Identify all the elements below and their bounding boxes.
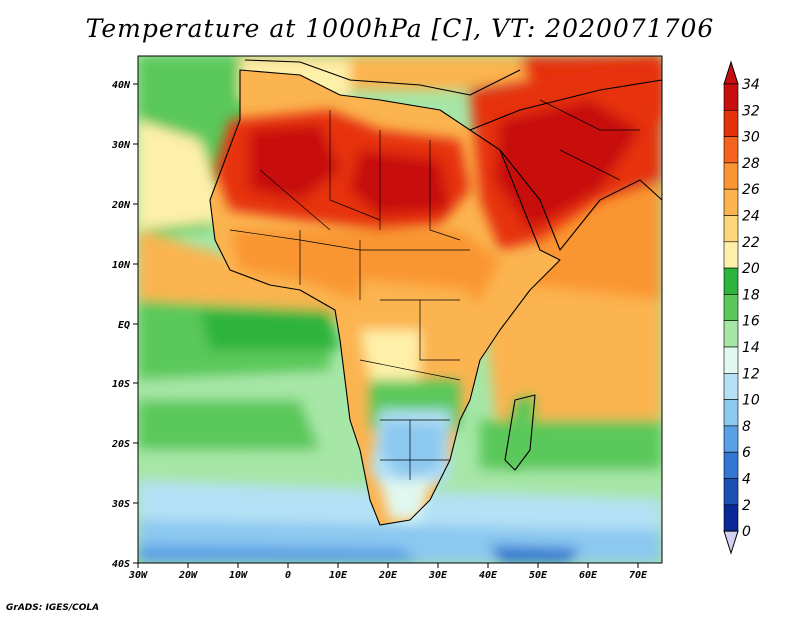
lat-label: 30S [111,499,130,510]
colorbar-swatch [723,425,739,453]
lon-label: 10E [329,570,348,581]
colorbar-swatch [723,83,739,111]
lon-label: 30E [428,570,448,581]
lon-label: 20W [178,570,198,581]
colorbar-swatch [723,346,739,374]
plot-frame [137,55,663,564]
colorbar-swatch [723,504,739,532]
colorbar-label: 26 [742,182,760,198]
colorbar-label: 4 [742,472,751,488]
colorbar-swatch [723,294,739,321]
colorbar-label: 28 [742,156,760,172]
lon-label: 70E [629,570,648,581]
colorbar-label: 32 [742,103,760,119]
colorbar-swatch [723,267,739,295]
colorbar-top-arrow [723,60,739,85]
lon-label: 50E [529,570,548,581]
lon-label: 40E [479,570,498,581]
colorbar-label: 18 [742,287,760,303]
colorbar-label: 10 [742,393,760,409]
colorbar-swatch [723,320,739,348]
colorbar-swatch [723,399,739,427]
lat-label: 40S [112,559,130,570]
colorbar-label: 2 [742,498,751,514]
colorbar-label: 22 [742,235,760,251]
colorbar-swatch [723,136,739,164]
lat-axis: 40N 30N 20N 10N EQ 10S 20S 30S 40S [111,80,138,570]
colorbar-label: 24 [742,209,760,225]
colorbar-swatch [723,110,739,137]
lat-label: 40N [112,80,131,91]
colorbar-bottom-arrow [723,530,739,555]
colorbar-label: 0 [742,524,751,540]
lon-label: 60E [579,570,598,581]
lat-label: 20S [111,439,130,450]
colorbar-label: 20 [742,261,760,277]
lat-label: 10S [112,379,130,390]
colorbar-label: 8 [742,419,751,435]
map-field [138,56,662,563]
credit-label: GrADS: IGES/COLA [6,603,100,613]
colorbar-swatch [723,188,739,216]
colorbar-label: 12 [742,366,760,382]
colorbar-swatch [723,478,739,506]
colorbar-swatch [723,372,739,400]
colorbar-label: 30 [742,130,760,146]
lon-label: 10W [229,570,248,581]
lon-label: 20E [378,570,398,581]
lon-axis: 30W 20W 10W 0 10E 20E 30E 40E 50E 60E 70… [128,563,648,581]
chart-title: Temperature at 1000hPa [C], VT: 20200717… [85,14,715,43]
colorbar-label: 16 [742,314,760,330]
colorbar-swatch [723,162,739,190]
lon-label: 0 [285,570,291,581]
colorbar-swatch [723,451,739,479]
lat-label: EQ [118,320,130,331]
colorbar-label: 6 [742,445,751,461]
colorbar-label: 14 [742,340,760,356]
africa-land [210,60,662,525]
colorbar-label: 34 [742,77,760,93]
colorbar-swatch [723,215,739,243]
lon-label: 30W [128,570,148,581]
lat-label: 30N [111,140,131,151]
coastlines [209,59,662,526]
lat-label: 20N [111,200,131,211]
lat-label: 10N [112,260,131,271]
country-borders [229,99,640,480]
colorbar-swatch [723,241,739,269]
